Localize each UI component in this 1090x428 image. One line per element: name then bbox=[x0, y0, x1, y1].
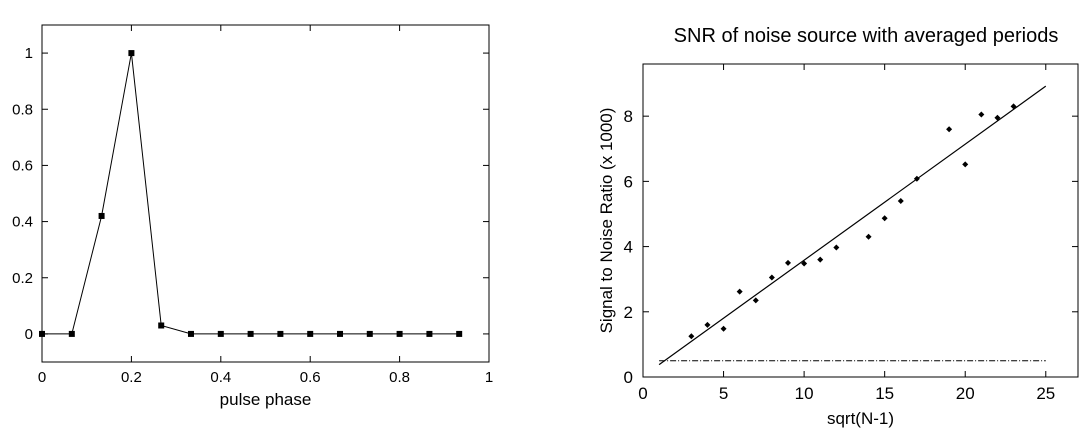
snr-chart: SNR of noise source with averaged period… bbox=[597, 25, 1079, 428]
data-point bbox=[768, 274, 775, 281]
x-tick-label: 0 bbox=[638, 384, 647, 403]
data-point bbox=[456, 330, 463, 337]
fit-line bbox=[658, 85, 1047, 366]
data-point bbox=[307, 330, 314, 337]
data-point bbox=[897, 197, 904, 204]
data-point bbox=[865, 233, 872, 240]
x-tick-label: 20 bbox=[956, 384, 975, 403]
y-tick-label: 2 bbox=[624, 303, 633, 322]
data-point bbox=[98, 212, 105, 219]
data-point bbox=[704, 321, 711, 328]
data-point bbox=[68, 330, 75, 337]
x-tick-label: 15 bbox=[875, 384, 894, 403]
x-tick-label: 0 bbox=[38, 369, 46, 386]
x-tick-label: 0.4 bbox=[210, 369, 231, 386]
data-point bbox=[337, 330, 344, 337]
axis-ticks: 0 0.2 0.4 0.6 0.8 1 0 0.2 0.4 0.6 0.8 1 bbox=[12, 25, 493, 386]
data-point bbox=[994, 114, 1001, 121]
axis-ticks: 0 5 10 15 20 25 0 2 4 6 8 bbox=[624, 64, 1078, 403]
data-point bbox=[1010, 103, 1017, 110]
data-point bbox=[426, 330, 433, 337]
plot-frame bbox=[41, 24, 490, 363]
data-point bbox=[688, 333, 695, 340]
y-tick-label: 0 bbox=[624, 368, 633, 387]
x-tick-label: 5 bbox=[719, 384, 728, 403]
fit-lines bbox=[658, 85, 1047, 366]
y-tick-label: 0.8 bbox=[12, 101, 33, 118]
data-points bbox=[688, 103, 1017, 340]
data-point bbox=[833, 244, 840, 251]
data-point bbox=[962, 161, 969, 168]
data-point bbox=[881, 215, 888, 222]
data-point bbox=[217, 330, 224, 337]
series-markers bbox=[39, 50, 463, 337]
x-axis-label: sqrt(N-1) bbox=[827, 409, 894, 428]
x-tick-label: 1 bbox=[485, 369, 493, 386]
x-tick-label: 10 bbox=[795, 384, 814, 403]
data-point bbox=[128, 50, 135, 57]
data-point bbox=[752, 297, 759, 304]
series-line bbox=[42, 52, 460, 335]
x-tick-label: 25 bbox=[1036, 384, 1055, 403]
y-tick-label: 0 bbox=[25, 326, 33, 343]
x-tick-label: 0.8 bbox=[389, 369, 410, 386]
x-tick-label: 0.2 bbox=[121, 369, 142, 386]
chart-title: SNR of noise source with averaged period… bbox=[674, 25, 1059, 47]
y-tick-label: 8 bbox=[624, 107, 633, 126]
y-tick-label: 0.2 bbox=[12, 270, 33, 287]
x-axis-label: pulse phase bbox=[220, 390, 312, 409]
data-point bbox=[396, 330, 403, 337]
pulse-profile-chart: 0 0.2 0.4 0.6 0.8 1 0 0.2 0.4 0.6 0.8 1 pulse phase bbox=[12, 24, 493, 409]
data-point bbox=[978, 111, 985, 118]
data-point bbox=[785, 259, 791, 266]
data-point bbox=[247, 330, 254, 337]
data-point bbox=[817, 256, 824, 263]
data-point bbox=[39, 330, 45, 337]
data-point bbox=[366, 330, 373, 337]
data-point bbox=[913, 175, 920, 182]
data-point bbox=[801, 260, 808, 267]
plot-frame bbox=[642, 63, 1079, 378]
data-point bbox=[946, 126, 953, 133]
y-tick-label: 6 bbox=[624, 172, 633, 191]
data-point bbox=[720, 325, 727, 332]
data-point bbox=[736, 288, 743, 295]
y-tick-label: 4 bbox=[624, 238, 633, 257]
y-axis-label: Signal to Noise Ratio (x 1000) bbox=[597, 108, 616, 334]
y-tick-label: 1 bbox=[25, 45, 33, 62]
series-line bbox=[42, 52, 460, 335]
data-point bbox=[277, 330, 284, 337]
y-tick-label: 0.4 bbox=[12, 214, 33, 231]
data-point bbox=[187, 330, 194, 337]
x-tick-label: 0.6 bbox=[300, 369, 321, 386]
y-tick-label: 0.6 bbox=[12, 157, 33, 174]
data-point bbox=[158, 322, 165, 329]
